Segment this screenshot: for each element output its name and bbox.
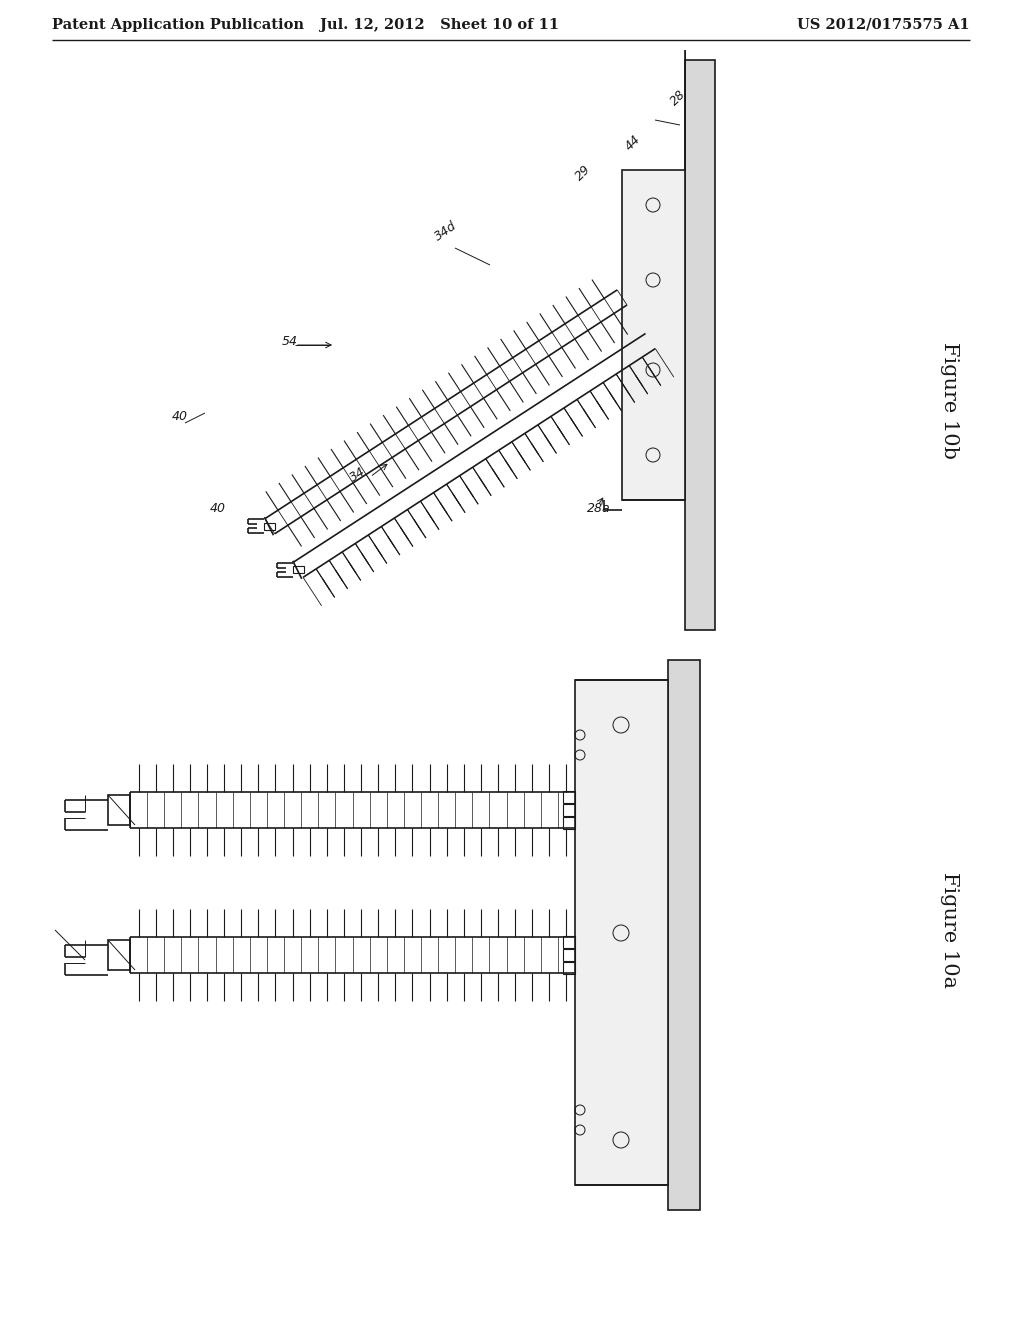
Text: US 2012/0175575 A1: US 2012/0175575 A1 — [798, 18, 970, 32]
Bar — [108, 795, 130, 825]
Text: Figure 10a: Figure 10a — [940, 873, 959, 987]
Text: Patent Application Publication: Patent Application Publication — [52, 18, 304, 32]
Bar — [668, 660, 700, 1210]
Bar — [563, 817, 575, 829]
Bar — [108, 940, 130, 970]
Bar — [264, 523, 275, 529]
Bar — [622, 170, 685, 500]
Text: 28a: 28a — [587, 502, 610, 515]
Text: 40: 40 — [172, 411, 188, 422]
Text: 34: 34 — [348, 466, 369, 484]
Bar — [563, 936, 575, 948]
Bar — [563, 804, 575, 816]
Text: 40: 40 — [210, 502, 226, 515]
Text: 54: 54 — [282, 335, 298, 348]
Text: 34d: 34d — [432, 219, 459, 243]
Bar — [563, 962, 575, 974]
Text: 28: 28 — [668, 87, 688, 108]
Text: 29: 29 — [573, 162, 594, 183]
Text: 44: 44 — [623, 132, 643, 153]
Bar — [685, 59, 715, 630]
Text: Figure 10b: Figure 10b — [940, 342, 959, 458]
Bar — [563, 791, 575, 803]
Text: Jul. 12, 2012   Sheet 10 of 11: Jul. 12, 2012 Sheet 10 of 11 — [321, 18, 559, 32]
Bar — [563, 949, 575, 961]
Bar — [293, 566, 303, 573]
Bar — [575, 680, 668, 1185]
